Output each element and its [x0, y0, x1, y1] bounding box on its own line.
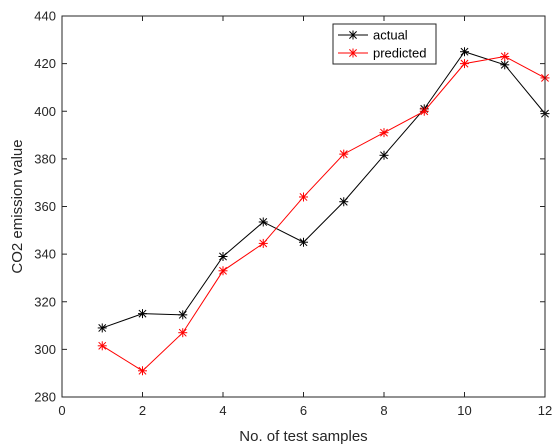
data-point-actual	[460, 47, 469, 57]
series-predicted	[97, 51, 550, 376]
data-point-predicted	[419, 106, 429, 116]
x-axis-ticks: 0 2 4 6 8 10 12	[58, 16, 552, 418]
data-point-predicted	[299, 192, 308, 202]
y-tick-label: 280	[34, 390, 56, 405]
y-tick-label: 340	[34, 247, 56, 262]
x-tick-label: 4	[219, 403, 226, 418]
data-point-actual	[258, 217, 268, 227]
x-tick-label: 6	[300, 403, 307, 418]
data-point-actual	[218, 252, 228, 262]
legend-label-predicted: predicted	[373, 46, 426, 61]
x-tick-label: 12	[538, 403, 552, 418]
y-tick-label: 400	[34, 104, 56, 119]
y-tick-label: 380	[34, 151, 56, 166]
data-point-actual	[97, 323, 107, 333]
series-layer	[97, 47, 550, 376]
data-point-predicted	[339, 149, 349, 159]
y-tick-label: 420	[34, 56, 56, 71]
legend-entry-actual: actual	[338, 28, 408, 43]
data-point-actual	[379, 150, 389, 160]
x-tick-label: 0	[58, 403, 65, 418]
x-axis-label: No. of test samples	[239, 428, 367, 445]
series-actual	[97, 47, 550, 333]
y-axis-ticks: 280 300 320 340 360 380 400 420 440	[34, 9, 545, 405]
plot-area	[62, 16, 545, 397]
y-axis-label: CO2 emission value	[9, 139, 26, 273]
y-tick-label: 320	[34, 294, 56, 309]
legend-entries: actual predicted	[338, 28, 426, 61]
legend-marker-predicted	[348, 48, 358, 58]
series-line-actual	[102, 51, 546, 329]
data-point-predicted	[460, 59, 469, 69]
y-tick-label: 300	[34, 342, 56, 357]
data-point-actual	[500, 60, 510, 70]
data-point-predicted	[218, 266, 228, 276]
data-point-actual	[138, 309, 147, 319]
data-point-predicted	[379, 128, 389, 138]
legend-label-actual: actual	[373, 28, 408, 43]
x-tick-label: 2	[139, 403, 146, 418]
legend-marker-actual	[348, 30, 358, 40]
data-point-actual	[178, 310, 188, 320]
data-point-predicted	[258, 238, 268, 248]
data-point-predicted	[500, 51, 510, 61]
data-point-predicted	[97, 341, 107, 351]
data-point-actual	[339, 197, 349, 207]
x-tick-label: 10	[457, 403, 471, 418]
x-tick-label: 8	[380, 403, 387, 418]
y-tick-label: 360	[34, 199, 56, 214]
data-point-predicted	[138, 366, 147, 376]
data-point-actual	[299, 237, 308, 247]
legend-box	[332, 23, 437, 65]
series-line-predicted	[101, 55, 546, 372]
legend-entry-predicted: predicted	[338, 46, 426, 61]
data-point-predicted	[178, 328, 188, 338]
legend: actual predicted	[332, 23, 437, 65]
y-tick-label: 440	[34, 9, 56, 24]
